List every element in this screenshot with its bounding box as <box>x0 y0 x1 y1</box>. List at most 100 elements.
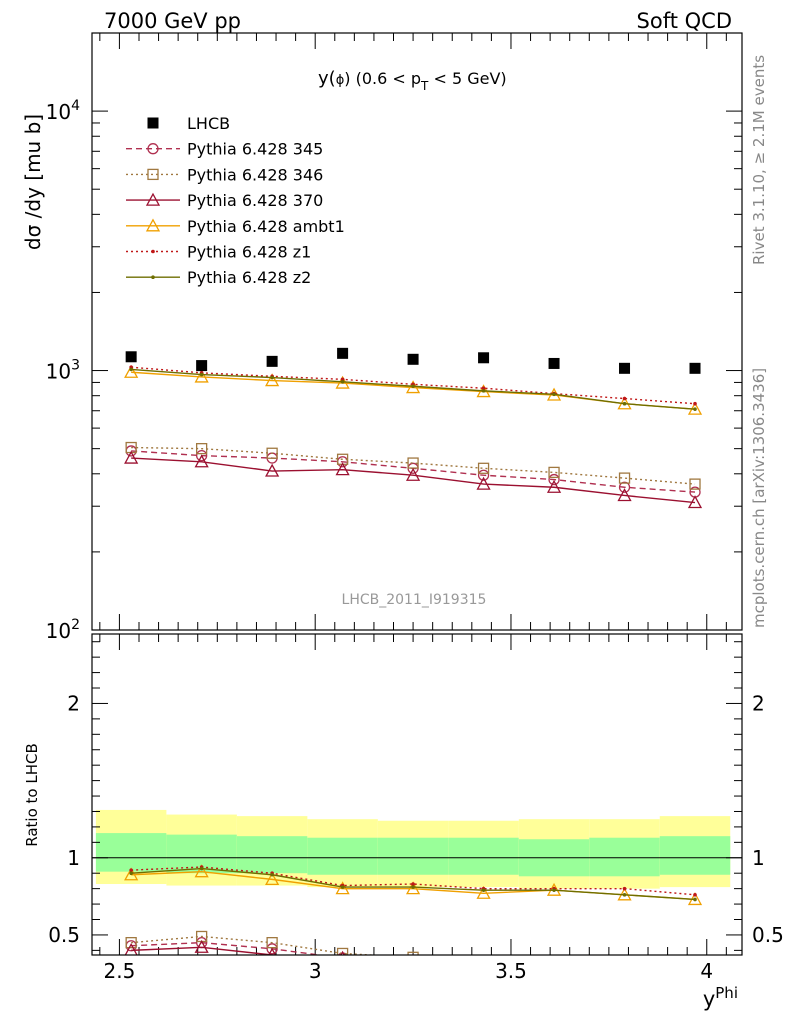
ratio-y-tick-label-left: 2 <box>67 691 80 715</box>
ratio-frame <box>91 633 743 956</box>
ratio-point-p345 <box>479 961 489 971</box>
ratio-point-p370 <box>194 939 209 953</box>
main-title-b: ) (0.6 < p <box>344 69 421 88</box>
legend-marker-z1 <box>151 249 155 254</box>
ratio-point-p345 <box>620 961 630 971</box>
main-frame <box>91 32 743 631</box>
data-point-p370 <box>687 495 703 509</box>
main-y-tick-label-exp: 4 <box>71 98 80 114</box>
ratio-point-p346 <box>549 958 559 968</box>
series-z2 <box>129 367 697 411</box>
legend-item-lhcb: LHCB <box>147 114 230 133</box>
data-point-z1 <box>340 377 345 382</box>
main-y-tick-label: 104 <box>46 98 80 124</box>
data-point-p346 <box>266 447 278 459</box>
ratio-point-ambt1 <box>335 881 350 895</box>
legend-label-z1: Pythia 6.428 z1 <box>187 243 311 262</box>
legend-label-p346: Pythia 6.428 346 <box>187 165 323 184</box>
data-point-z1 <box>693 401 697 406</box>
ratio-line-z1 <box>131 866 696 896</box>
data-point-p370 <box>546 479 562 493</box>
ratio-point-p370 <box>548 960 560 971</box>
series-p370 <box>124 450 703 509</box>
data-point-z1 <box>481 386 486 391</box>
data-point-p370 <box>194 454 209 468</box>
ratio-point-ambt1 <box>124 867 139 881</box>
data-point-p346 <box>548 466 560 479</box>
legend-marker-p370 <box>145 192 161 206</box>
ratio-uncertainty-bands <box>92 809 742 889</box>
series-line-p370 <box>131 457 696 504</box>
x-axis-label-base: y <box>703 987 715 1011</box>
legend: LHCB Pythia 6.428 345 Pythia 6.428 346 Pyth… <box>126 114 345 287</box>
header-category: Soft QCD <box>637 9 732 33</box>
data-point-lhcb <box>619 362 631 374</box>
ratio-point-ambt1 <box>194 864 209 878</box>
ratio-point-z2 <box>693 897 697 902</box>
ratio-point-z2 <box>411 885 415 889</box>
data-point-p345 <box>618 481 631 493</box>
legend-label-z2: Pythia 6.428 z2 <box>187 268 311 287</box>
ratio-point-z2 <box>270 872 274 877</box>
band-inner <box>307 837 378 875</box>
mcplots-label: mcplots.cern.ch [arXiv:1306.3436] <box>750 368 768 628</box>
data-point-lhcb <box>548 357 560 369</box>
ratio-point-p346 <box>479 956 489 966</box>
band-inner <box>589 837 660 877</box>
series-line-ambt1 <box>131 371 696 410</box>
ratio-point-z2 <box>622 893 627 897</box>
ratio-y-tick-label-right: 2 <box>752 691 765 715</box>
main-y-tick-label-exp: 3 <box>71 358 80 374</box>
ratio-y-tick-label-right: 1 <box>752 846 765 870</box>
main-y-tick-label-base: 10 <box>46 100 71 124</box>
data-point-p370 <box>405 467 421 481</box>
data-point-p346 <box>618 472 631 484</box>
data-point-p370 <box>124 450 139 464</box>
ratio-point-p346 <box>407 951 419 955</box>
ratio-point-ambt1 <box>265 872 280 886</box>
legend-item-p346: Pythia 6.428 346 <box>126 165 323 184</box>
series-lhcb <box>125 347 701 374</box>
ratio-series-layer <box>124 864 703 971</box>
ratio-point-z2 <box>552 888 556 892</box>
data-point-p370 <box>265 463 280 477</box>
ratio-point-z2 <box>340 885 345 889</box>
data-point-p370 <box>335 462 350 476</box>
ratio-point-p370 <box>689 960 701 971</box>
main-y-axis-label: dσ /dy [mu b] <box>21 114 45 250</box>
legend-marker-z2 <box>151 275 155 280</box>
data-point-p370 <box>476 476 491 490</box>
legend-item-p370: Pythia 6.428 370 <box>126 191 323 210</box>
x-tick-label: 4 <box>700 959 713 983</box>
data-point-p370 <box>617 488 632 502</box>
x-axis-label-sup: Phi <box>715 984 738 1002</box>
ratio-point-p370 <box>340 950 345 955</box>
ratio-series-p370 <box>124 939 701 971</box>
main-y-tick-label: 103 <box>46 358 80 384</box>
main-title-phi: ϕ <box>336 73 345 88</box>
data-point-z2 <box>622 401 627 406</box>
data-point-p346 <box>477 462 490 474</box>
data-point-ambt1 <box>265 373 280 387</box>
legend-label-lhcb: LHCB <box>187 114 230 133</box>
ratio-point-p345 <box>408 956 418 966</box>
series-line-p346 <box>131 446 696 485</box>
x-tick-label: 3 <box>309 959 322 983</box>
series-p345 <box>125 445 701 498</box>
data-point-z2 <box>129 367 133 372</box>
band-inner <box>377 837 449 875</box>
ratio-point-p345 <box>266 943 278 955</box>
ratio-y-tick-label-left: 1 <box>67 846 80 870</box>
legend-label-ambt1: Pythia 6.428 ambt1 <box>187 217 345 236</box>
legend-marker-ambt1 <box>145 218 161 232</box>
watermark: LHCB_2011_I919315 <box>342 592 487 608</box>
data-point-lhcb <box>407 353 419 365</box>
ratio-point-p346 <box>690 961 700 971</box>
legend-marker-p346 <box>147 168 159 181</box>
band-inner <box>659 836 731 875</box>
data-point-z1 <box>622 396 627 401</box>
ratio-point-z1 <box>622 886 627 891</box>
series-line-p345 <box>131 450 696 493</box>
